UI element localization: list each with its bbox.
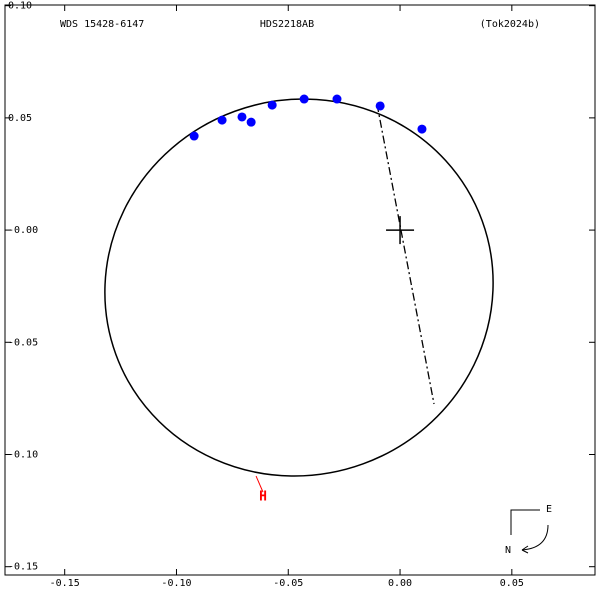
observation (189, 131, 199, 141)
observation (417, 124, 427, 134)
header-right: (Tok2024b) (480, 19, 540, 30)
observation (246, 117, 256, 127)
compass-north: N (505, 545, 511, 556)
orbit (104, 98, 494, 477)
x-tick-label: -0.05 (273, 578, 303, 589)
x-tick-label: 0.05 (500, 578, 524, 589)
observation (332, 94, 342, 104)
observation (217, 115, 227, 125)
y-tick-label: 0.05 (8, 113, 32, 124)
observation (375, 101, 385, 111)
frame (4, 4, 596, 576)
compass-arm (510, 509, 540, 535)
node-line (376, 104, 435, 405)
x-tick-label: -0.15 (50, 578, 80, 589)
observation (237, 112, 247, 122)
x-tick-label: 0.00 (388, 578, 412, 589)
observation (299, 94, 309, 104)
marker-label: H (259, 490, 267, 505)
header-left: WDS 15428-6147 (60, 19, 144, 30)
compass-arrow (521, 545, 529, 554)
compass-arc (521, 524, 549, 551)
y-tick-label: -0.10 (8, 449, 38, 460)
y-tick-label: -0.05 (8, 337, 38, 348)
compass: E N (505, 504, 552, 556)
compass-east: E (546, 504, 552, 515)
marker-line (255, 475, 264, 493)
y-tick-label: -0.15 (8, 562, 38, 573)
y-tick-label: -0.00 (8, 225, 38, 236)
y-tick-label: 0.10 (8, 1, 32, 12)
header-center: HDS2218AB (260, 19, 314, 30)
observation (267, 100, 277, 110)
x-tick-label: -0.10 (161, 578, 191, 589)
